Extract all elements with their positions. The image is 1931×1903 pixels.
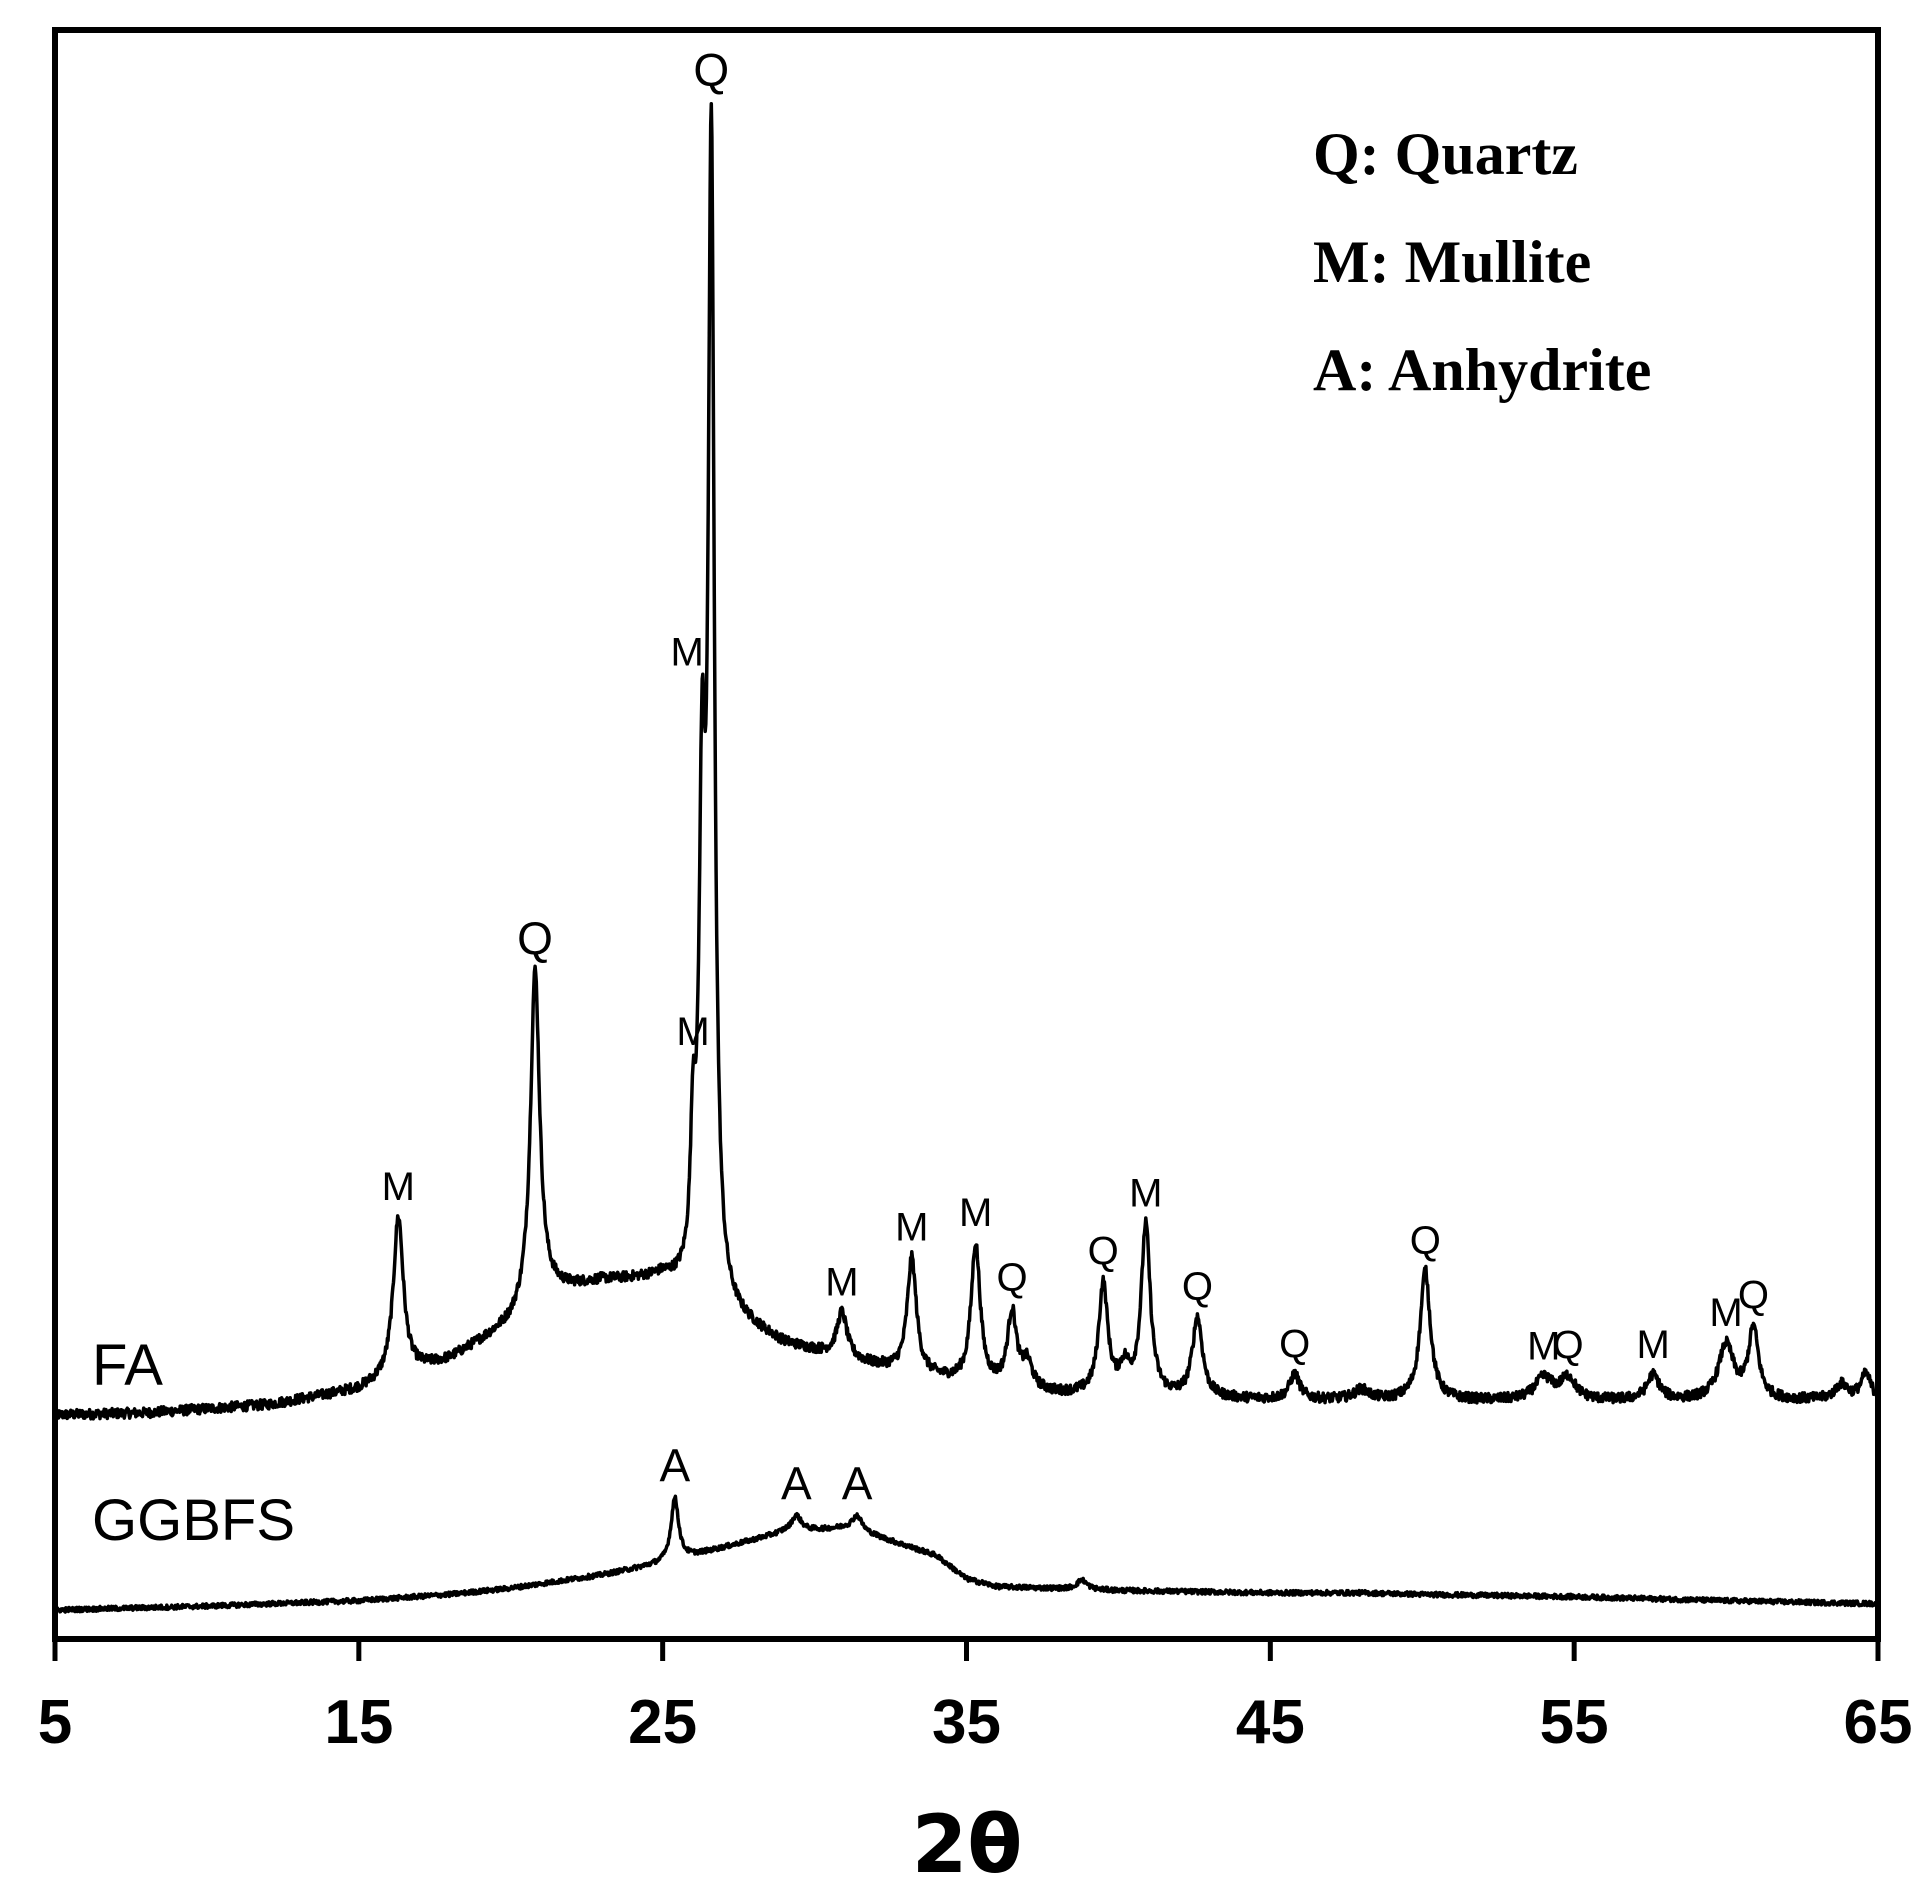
peak-label: A [659, 1440, 690, 1492]
peak-label: M [382, 1165, 415, 1209]
peak-label: M [671, 631, 704, 675]
peak-label: Q [1553, 1324, 1584, 1368]
series-label-ggbfs: GGBFS [92, 1488, 295, 1553]
series-line-fa [53, 102, 1880, 1421]
x-tick-label: 55 [1540, 1688, 1609, 1757]
series-line-ggbfs [53, 1494, 1880, 1614]
peak-label: A [842, 1457, 873, 1509]
x-tick-label: 65 [1844, 1688, 1913, 1757]
series-label-fa: FA [92, 1333, 163, 1398]
peak-label: M [1527, 1324, 1560, 1368]
peak-label: Q [1182, 1265, 1213, 1309]
peak-label: Q [1410, 1219, 1441, 1263]
peak-label: M [1129, 1171, 1162, 1215]
legend: Q: Quartz M: Mullite A: Anhydrite [1313, 121, 1651, 403]
x-tick-label: 25 [628, 1688, 697, 1757]
peak-label: Q [997, 1256, 1028, 1300]
legend-entry: A: Anhydrite [1313, 337, 1651, 403]
peak-label: Q [693, 44, 729, 96]
peak-label: Q [1738, 1274, 1769, 1318]
x-tick-label: 45 [1236, 1688, 1305, 1757]
peak-label: Q [517, 912, 553, 964]
peak-label: A [781, 1457, 812, 1509]
x-axis-title: 2θ [912, 1798, 1023, 1891]
series-layer [53, 102, 1880, 1614]
x-tick-label: 5 [38, 1688, 72, 1757]
peak-label: M [895, 1206, 928, 1250]
series-labels: FA GGBFS [92, 1333, 295, 1553]
x-axis-ticks: 5 15 25 35 45 55 65 [38, 1639, 1913, 1757]
peak-label: Q [1279, 1323, 1310, 1367]
peak-label: M [959, 1191, 992, 1235]
legend-entry: M: Mullite [1313, 229, 1591, 295]
peak-label: M [1709, 1291, 1742, 1335]
peak-label: M [676, 1010, 709, 1054]
x-tick-label: 35 [932, 1688, 1001, 1757]
legend-entry: Q: Quartz [1313, 121, 1578, 187]
peak-label: M [825, 1260, 858, 1304]
peak-label: Q [1088, 1229, 1119, 1273]
x-tick-label: 15 [324, 1688, 393, 1757]
peak-label: M [1636, 1323, 1669, 1367]
